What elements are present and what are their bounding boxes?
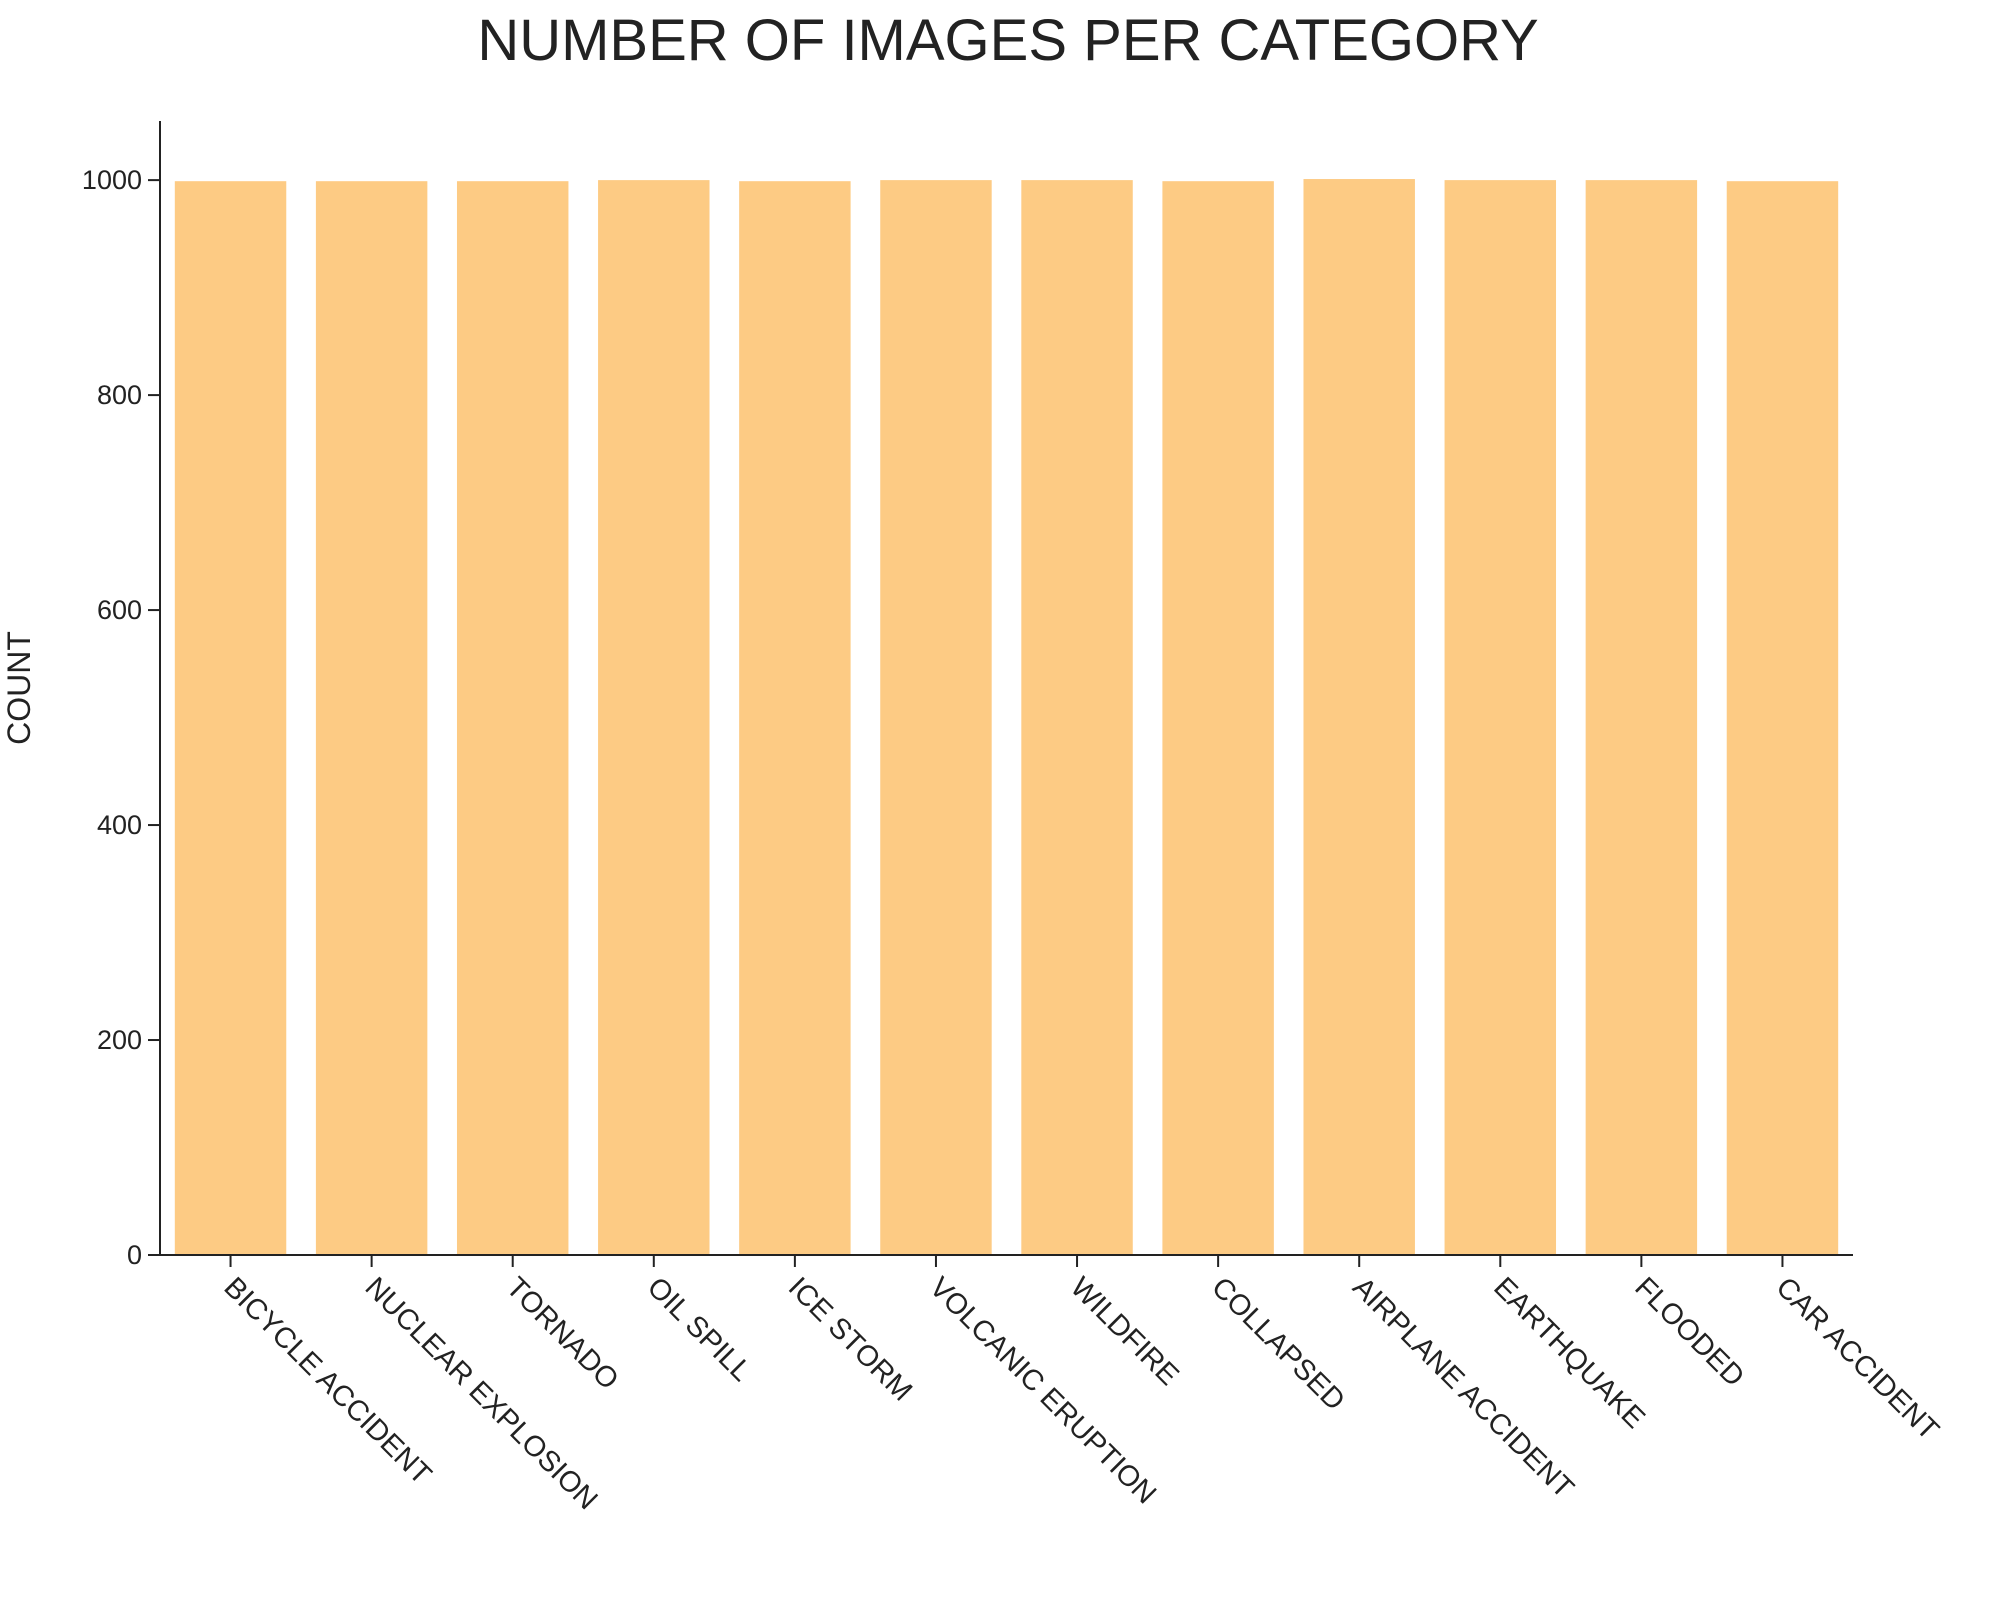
x-tick-label: FLOODED	[1628, 1271, 1750, 1393]
y-tick-label: 800	[97, 380, 142, 410]
bar-bicycle-accident	[174, 181, 287, 1256]
bar-nuclear-explosion	[315, 181, 428, 1256]
bar-earthquake	[1444, 180, 1557, 1255]
y-tick-label: 200	[97, 1025, 142, 1055]
x-tick-label: WILDFIRE	[1064, 1271, 1185, 1392]
y-tick-label: 600	[97, 595, 142, 625]
bar-wildfire	[1021, 180, 1133, 1255]
y-axis: 0 200 400 600 800 1000	[82, 121, 161, 1270]
bar-flooded	[1585, 180, 1698, 1255]
x-tick-label: COLLAPSED	[1205, 1271, 1351, 1417]
bar-car-accident	[1726, 181, 1839, 1256]
y-axis-label: COUNT	[1, 631, 37, 745]
y-tick-label: 0	[127, 1240, 142, 1270]
bar-collapsed	[1162, 181, 1274, 1256]
y-tick-label: 400	[97, 810, 142, 840]
bar-airplane-accident	[1303, 179, 1415, 1255]
x-tick-label: NUCLEAR EXPLOSION	[359, 1271, 604, 1516]
x-tick-label: ICE STORM	[782, 1271, 918, 1407]
y-tick-label: 1000	[82, 165, 142, 195]
x-tick-label: CAR ACCIDENT	[1770, 1271, 1946, 1447]
bar-volcanic-eruption	[880, 180, 992, 1255]
x-tick-label: EARTHQUAKE	[1487, 1271, 1651, 1435]
bar-ice-storm	[739, 181, 851, 1256]
x-tick-label: VOLCANIC ERUPTION	[923, 1271, 1162, 1510]
x-tick-label: OIL SPILL	[641, 1271, 757, 1387]
bar-tornado	[456, 181, 569, 1256]
x-tick-label: TORNADO	[500, 1271, 625, 1396]
bars-group	[174, 179, 1839, 1256]
chart-title: NUMBER OF IMAGES PER CATEGORY	[477, 8, 1538, 73]
bar-oil-spill	[598, 180, 710, 1255]
